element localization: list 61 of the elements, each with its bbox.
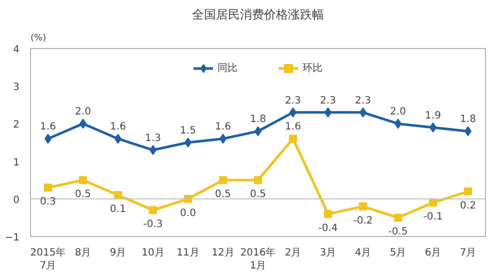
data-label: 0.2 — [460, 200, 476, 212]
x-tick-label: 5月 — [390, 248, 406, 258]
data-label: 1.8 — [460, 114, 476, 126]
data-label: 1.8 — [250, 114, 266, 126]
data-label: 1.6 — [285, 122, 301, 133]
data-label: 1.6 — [40, 122, 56, 133]
point — [219, 176, 227, 184]
x-tick-label: 4月 — [354, 248, 372, 258]
legend-label: 同比 — [218, 62, 238, 75]
data-label: 2.0 — [390, 106, 406, 118]
data-label: 2.3 — [355, 95, 371, 106]
point — [149, 206, 157, 214]
point — [79, 176, 87, 184]
point — [289, 134, 297, 143]
chart-title: 全国居民消费价格涨跌幅 — [192, 8, 324, 22]
data-label: 0.5 — [215, 189, 231, 200]
x-tick-label: 3月 — [320, 248, 336, 258]
x-tick-label: 2016年 1月 — [240, 246, 276, 272]
y-axis-title: (%) — [30, 34, 46, 44]
point — [324, 210, 332, 218]
data-label: 0.5 — [250, 189, 266, 200]
y-tick-label: 1 — [13, 157, 20, 168]
x-tick-label: 7月 — [460, 248, 476, 258]
point — [114, 191, 122, 200]
point — [464, 187, 472, 196]
point — [359, 202, 367, 210]
x-tick-label: 12月 — [212, 248, 234, 258]
data-label: -0.3 — [143, 219, 163, 230]
data-label: 2.3 — [320, 95, 336, 106]
data-label: 0.1 — [110, 204, 126, 216]
data-label: -0.1 — [423, 212, 443, 223]
data-label: -0.2 — [353, 215, 373, 226]
y-tick-label: 2 — [13, 120, 20, 131]
y-tick-label: 3 — [13, 82, 20, 94]
point — [394, 214, 402, 222]
data-label: 0.5 — [75, 189, 91, 200]
data-label: 2.0 — [75, 106, 91, 118]
x-tick-label: 8月 — [74, 248, 92, 258]
y-tick-label: 0 — [13, 194, 20, 206]
x-tick-label: 11月 — [176, 248, 200, 258]
data-label: -0.5 — [388, 226, 408, 238]
x-tick-label: 10月 — [142, 248, 164, 258]
point — [184, 138, 192, 148]
y-tick-label: 4 — [13, 44, 20, 56]
data-label: 1.3 — [145, 133, 161, 144]
data-label: 2.3 — [285, 95, 301, 106]
data-label: 1.6 — [110, 122, 126, 133]
point — [254, 176, 262, 184]
point — [44, 184, 52, 192]
x-tick-label: 6月 — [424, 248, 442, 258]
data-label: 0.3 — [40, 196, 56, 208]
data-label: 1.9 — [425, 110, 441, 122]
y-tick-label: −1 — [4, 232, 20, 244]
data-label: 1.6 — [215, 122, 231, 133]
data-label: 0.0 — [180, 208, 196, 219]
data-label: -0.4 — [318, 222, 338, 234]
x-tick-label: 2015年 7月 — [30, 246, 66, 272]
data-label: 1.5 — [180, 126, 196, 136]
legend-label: 环比 — [302, 62, 322, 75]
x-tick-label: 2月 — [284, 248, 302, 258]
x-tick-label: 9月 — [110, 248, 126, 258]
